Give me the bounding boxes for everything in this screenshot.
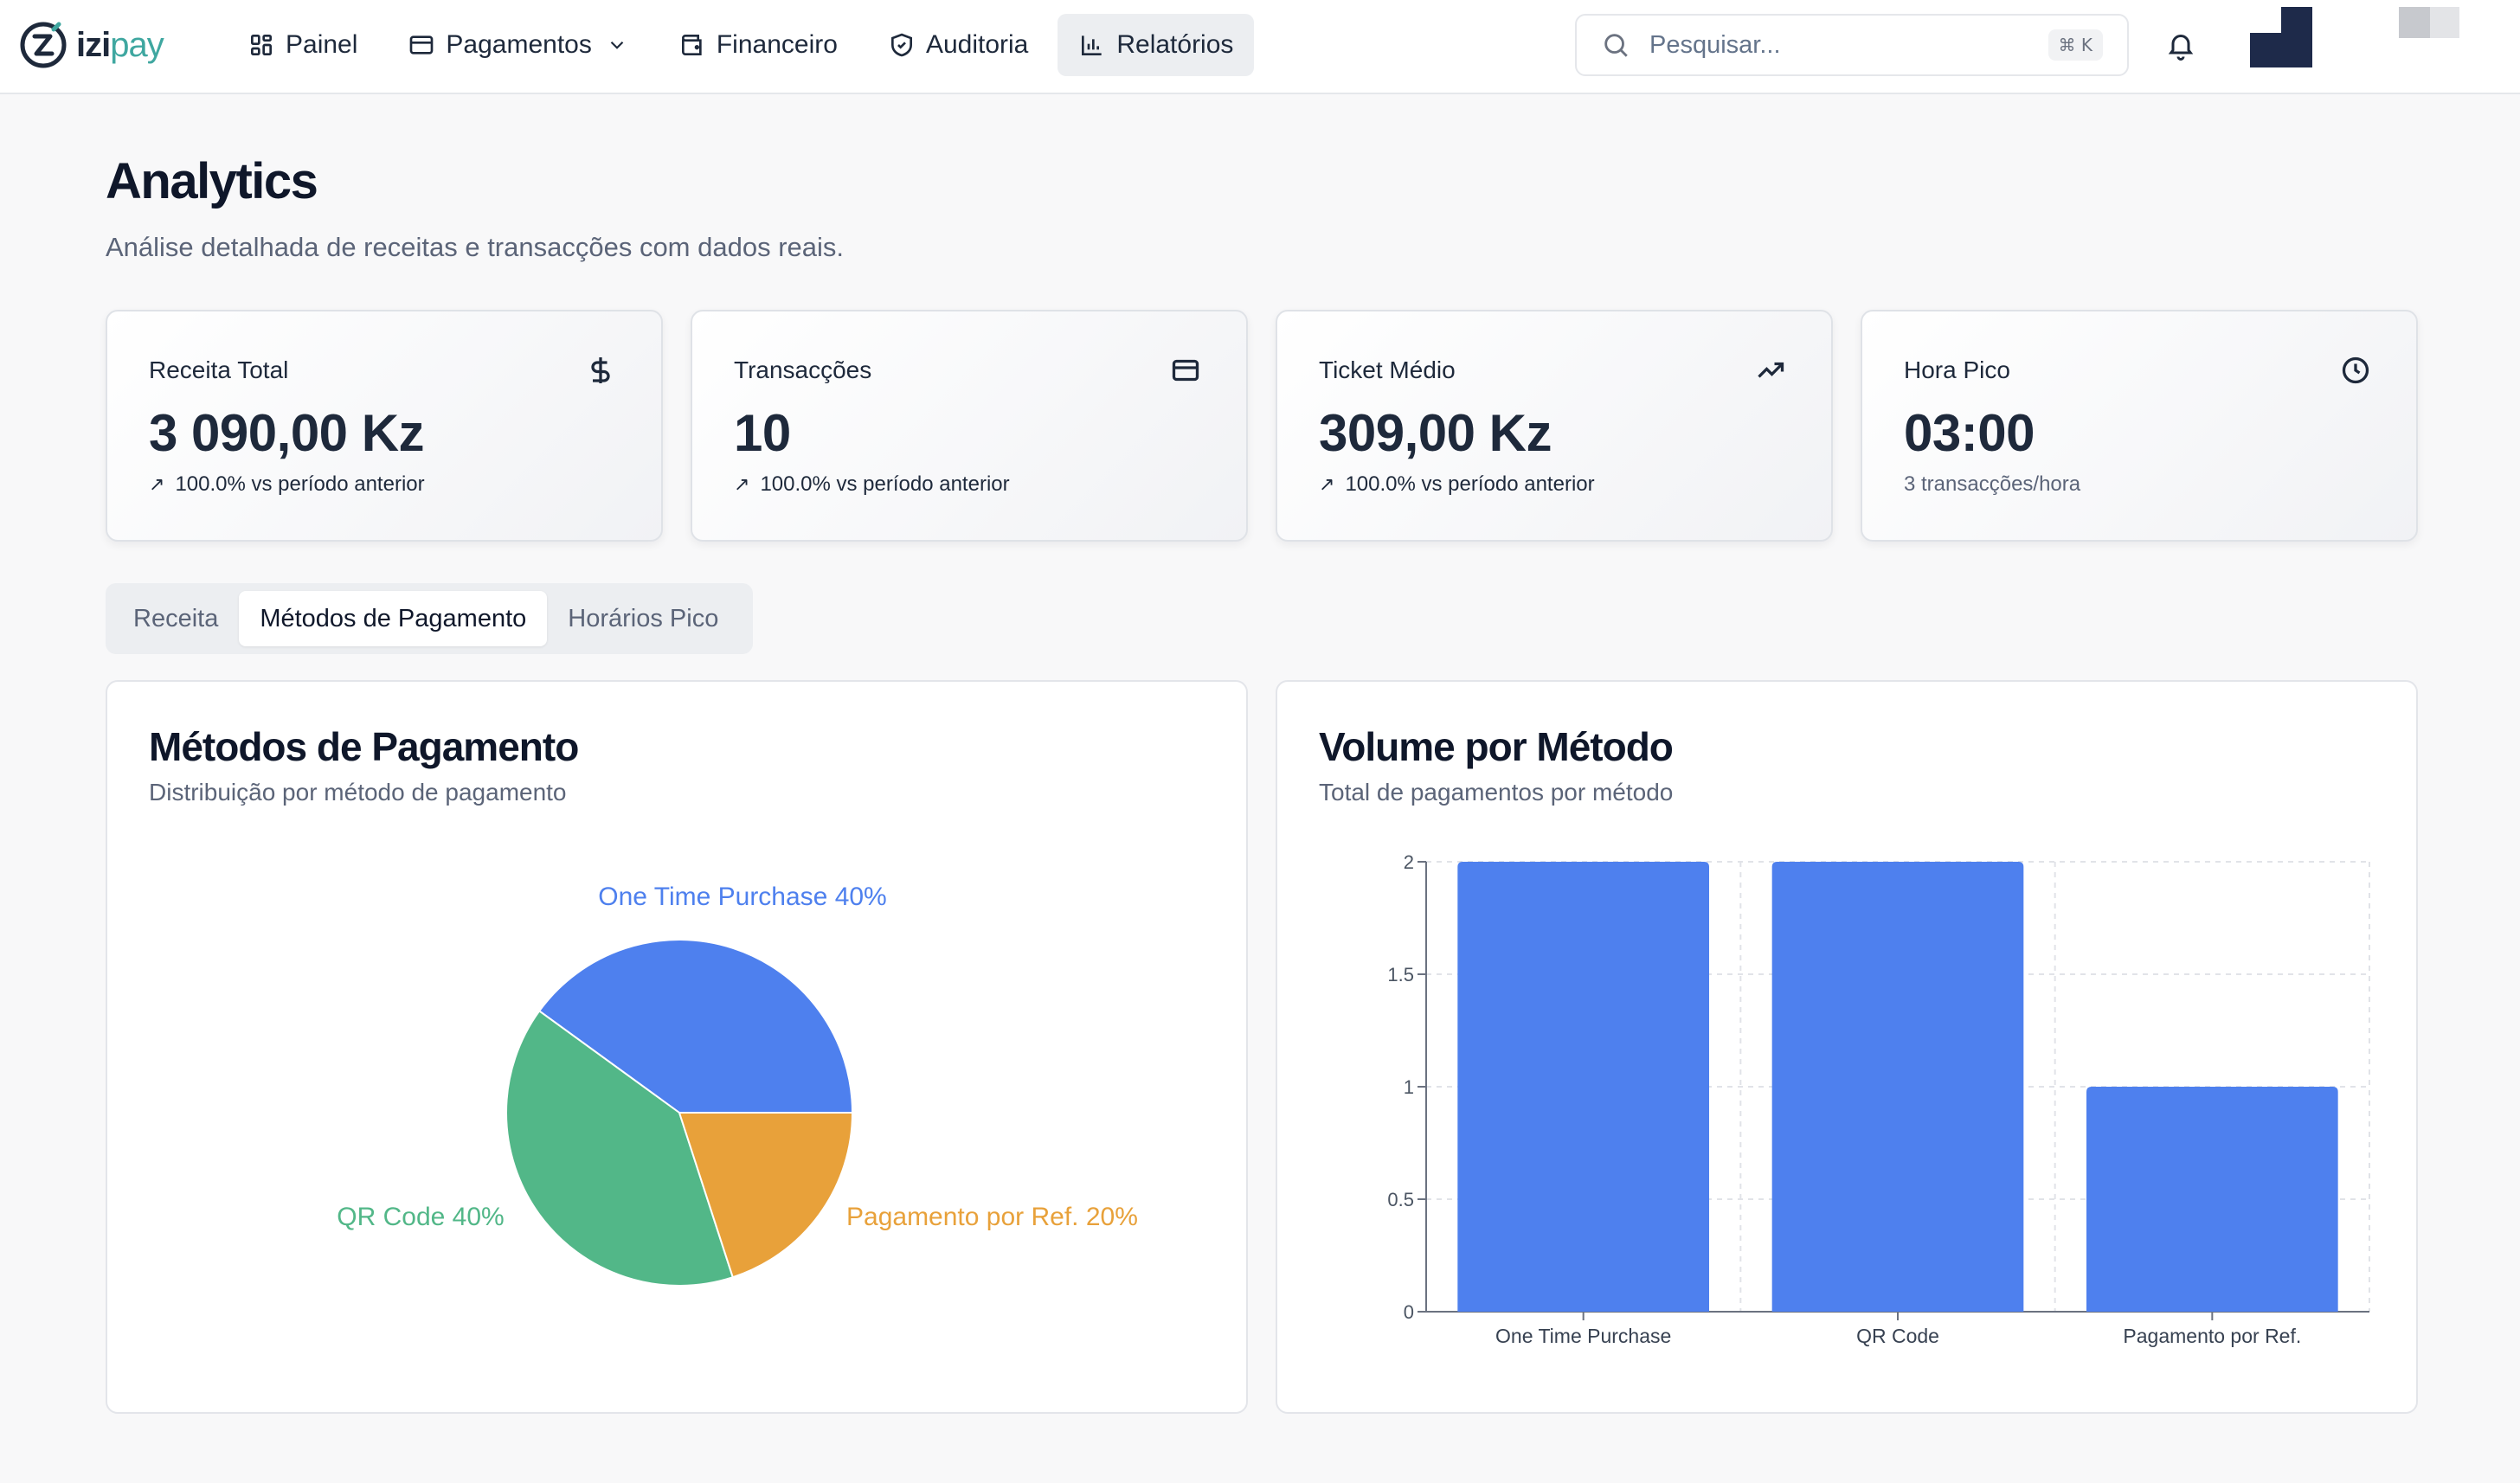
stat-label: Transacções <box>734 356 872 383</box>
brand-name-part1: izi <box>76 25 111 64</box>
keyboard-shortcut-badge: ⌘ K <box>2048 29 2103 61</box>
pie-slice[interactable] <box>678 1112 854 1279</box>
panel-title: Volume por Método <box>1319 724 1674 769</box>
bell-icon[interactable] <box>2165 29 2196 61</box>
search-icon <box>1604 34 1628 57</box>
user-menu-shape <box>2399 7 2430 38</box>
search-box[interactable]: ⌘ K <box>1575 14 2129 76</box>
panel-subtitle: Total de pagamentos por método <box>1319 779 1674 806</box>
user-menu[interactable] <box>2399 7 2459 38</box>
arrow-up-right-icon: ↗ <box>734 473 750 495</box>
wallet-icon <box>681 35 702 55</box>
stat-change-text: 100.0% vs período anterior <box>175 472 425 496</box>
nav-item-painel[interactable]: Painel <box>227 14 378 76</box>
bar-chart-icon <box>1082 35 1102 55</box>
pie-slice[interactable] <box>537 939 854 1114</box>
stat-value: 03:00 <box>1904 404 2035 462</box>
nav-item-label: Pagamentos <box>446 30 592 59</box>
top-bar: izipay Painel Pagamentos Financeiro Audi… <box>0 0 2520 94</box>
trending-up-icon <box>1758 362 1784 378</box>
stat-label: Hora Pico <box>1904 356 2010 383</box>
bar[interactable] <box>1771 862 2024 1312</box>
brand-name: izipay <box>76 26 164 65</box>
nav-item-label: Financeiro <box>716 30 838 59</box>
y-tick-label: 0 <box>1404 1301 1414 1323</box>
nav-item-label: Auditoria <box>925 30 1029 59</box>
brand-logo[interactable]: izipay <box>19 21 164 69</box>
nav-item-relatorios[interactable]: Relatórios <box>1058 14 1255 76</box>
stat-change-text: 100.0% vs período anterior <box>760 472 1010 496</box>
tab-receita[interactable]: Receita <box>133 604 219 632</box>
avatar[interactable] <box>2250 7 2312 67</box>
stat-label: Ticket Médio <box>1319 356 1456 383</box>
x-tick-label: Pagamento por Ref. <box>2123 1325 2301 1347</box>
search-input[interactable] <box>1649 30 2030 60</box>
stat-detail: 3 transacções/hora <box>1904 472 2081 496</box>
credit-card-icon <box>1172 359 1199 382</box>
stat-card-ticket-medio: Ticket Médio 309,00 Kz ↗ 100.0% vs períod… <box>1276 310 1833 542</box>
y-tick-label: 2 <box>1404 851 1414 873</box>
shield-icon <box>890 33 912 57</box>
stat-change: ↗ 100.0% vs período anterior <box>149 472 425 497</box>
nav-item-pagamentos[interactable]: Pagamentos <box>387 14 648 76</box>
nav-item-auditoria[interactable]: Auditoria <box>867 14 1049 76</box>
stat-value: 10 <box>734 404 791 462</box>
bar[interactable] <box>2086 1087 2338 1312</box>
chevron-down-icon <box>610 41 624 49</box>
pie-slice[interactable] <box>505 1010 735 1287</box>
y-tick-label: 0.5 <box>1387 1189 1414 1210</box>
stat-change: ↗ 100.0% vs período anterior <box>1319 472 1595 497</box>
panel-subtitle: Distribuição por método de pagamento <box>149 779 567 806</box>
stat-card-receita-total: Receita Total 3 090,00 Kz ↗ 100.0% vs per… <box>106 310 663 542</box>
x-tick-label: QR Code <box>1856 1325 1939 1347</box>
arrow-up-right-icon: ↗ <box>149 473 165 495</box>
nav-item-label: Relatórios <box>1116 30 1234 59</box>
y-tick-label: 1.5 <box>1387 964 1414 985</box>
page-title: Analytics <box>106 153 318 209</box>
pie-slice-label: One Time Purchase 40% <box>598 883 887 911</box>
nav-item-financeiro[interactable]: Financeiro <box>658 14 858 76</box>
page-subtitle: Análise detalhada de receitas e transacç… <box>106 232 844 262</box>
panel-title: Métodos de Pagamento <box>149 724 579 769</box>
stat-value: 3 090,00 Kz <box>149 404 425 462</box>
stat-change: ↗ 100.0% vs período anterior <box>734 472 1010 497</box>
izipay-logo-icon <box>20 22 67 68</box>
pie-chart: One Time Purchase 40% QR Code 40% Pagament… <box>337 883 1138 1287</box>
payment-methods-panel: One Time Purchase 40% QR Code 40% Pagament… <box>106 680 1248 1414</box>
x-tick-label: One Time Purchase <box>1495 1325 1671 1347</box>
arrow-up-right-icon: ↗ <box>1319 473 1335 495</box>
stat-change-text: 100.0% vs período anterior <box>1345 472 1595 496</box>
stat-card-hora-pico: Hora Pico 03:00 3 transacções/hora <box>1861 310 2418 542</box>
bar[interactable] <box>1457 862 1709 1312</box>
dollar-icon <box>591 357 610 383</box>
nav-item-label: Painel <box>286 30 358 59</box>
analytics-tabs: Receita Métodos de Pagamento Horários Pi… <box>106 583 753 654</box>
pie-slice-label: Pagamento por Ref. 20% <box>846 1203 1138 1231</box>
tab-metodos-de-pagamento[interactable]: Métodos de Pagamento <box>239 591 548 646</box>
stat-card-transaccoes: Transacções 10 ↗ 100.0% vs período anteri… <box>691 310 1248 542</box>
pie-slice-label: QR Code 40% <box>337 1203 504 1231</box>
bar-chart: 0 0.5 1 1.5 2 One Time Purchase QR Code Pagamen… <box>1387 851 2370 1347</box>
stat-label: Receita Total <box>149 356 289 383</box>
user-menu-shape <box>2430 7 2459 38</box>
clock-icon <box>2342 356 2369 384</box>
tab-horarios-pico[interactable]: Horários Pico <box>568 604 719 632</box>
volume-by-method-panel: 0 0.5 1 1.5 2 One Time Purchase QR Code Pagamen… <box>1276 680 2418 1414</box>
y-tick-label: 1 <box>1404 1076 1414 1098</box>
stat-value: 309,00 Kz <box>1319 404 1552 462</box>
brand-name-part2: pay <box>110 25 164 64</box>
main-nav: Painel Pagamentos Financeiro Auditoria R… <box>227 14 1263 76</box>
avatar-shape <box>2281 7 2312 67</box>
dashboard-icon <box>251 35 272 55</box>
credit-card-icon <box>410 35 434 55</box>
